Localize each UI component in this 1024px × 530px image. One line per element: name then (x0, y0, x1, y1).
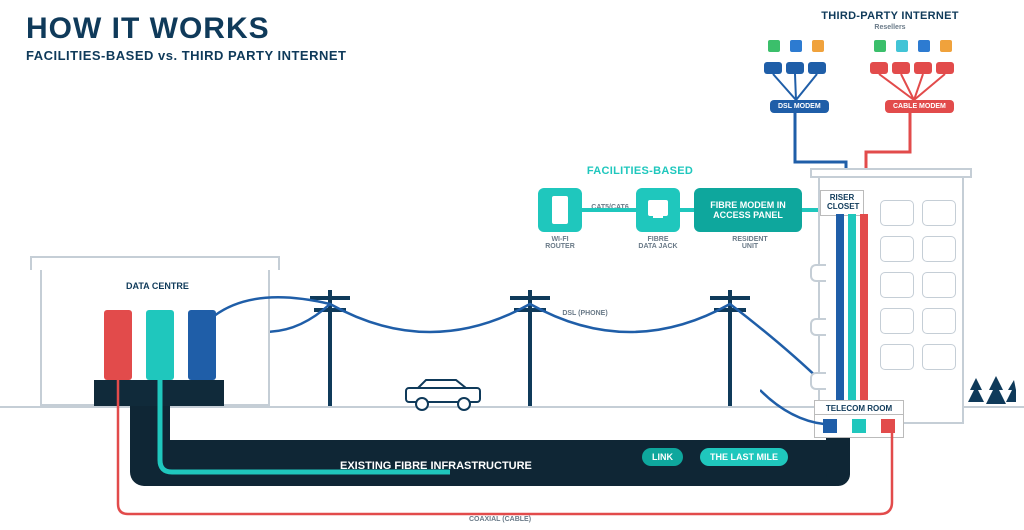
data-centre-label: DATA CENTRE (120, 278, 195, 294)
facilities-line (582, 206, 822, 220)
building-window (880, 308, 914, 334)
server-blue (188, 310, 216, 380)
riser-blue (836, 214, 844, 400)
third-party-subtitle: Resellers (780, 24, 1000, 31)
building-window (922, 344, 956, 370)
trees-icon (966, 376, 1016, 410)
coaxial-label: COAXIAL (CABLE) (440, 516, 560, 523)
balcony (810, 318, 826, 336)
riser-red (860, 214, 868, 400)
building-window (880, 272, 914, 298)
building-window (922, 200, 956, 226)
resident-unit-label: RESIDENT UNIT (714, 236, 786, 250)
building-roof (810, 168, 972, 178)
page-title: HOW IT WORKS (26, 12, 270, 46)
facilities-title: FACILITIES-BASED (540, 165, 740, 177)
page-subtitle: FACILITIES-BASED vs. THIRD PARTY INTERNE… (26, 48, 347, 63)
server-red (104, 310, 132, 380)
dsl-phone-label: DSL (PHONE) (540, 310, 630, 317)
building-window (880, 344, 914, 370)
building-window (922, 272, 956, 298)
server-teal (146, 310, 174, 380)
data-centre-roof (30, 256, 280, 270)
third-party-title: THIRD-PARTY INTERNET (780, 10, 1000, 22)
blue-server-to-pole (214, 296, 334, 336)
wifi-router-label: WI-FI ROUTER (528, 236, 592, 250)
building-window (922, 308, 956, 334)
building-window (922, 236, 956, 262)
building-window (880, 236, 914, 262)
riser-teal (848, 214, 856, 400)
balcony (810, 264, 826, 282)
dsl-drop (760, 380, 840, 430)
riser-closet-label: RISER CLOSET (820, 190, 864, 216)
building-window (880, 200, 914, 226)
wifi-router-box (538, 188, 582, 232)
fibre-jack-label: FIBRE DATA JACK (622, 236, 694, 250)
